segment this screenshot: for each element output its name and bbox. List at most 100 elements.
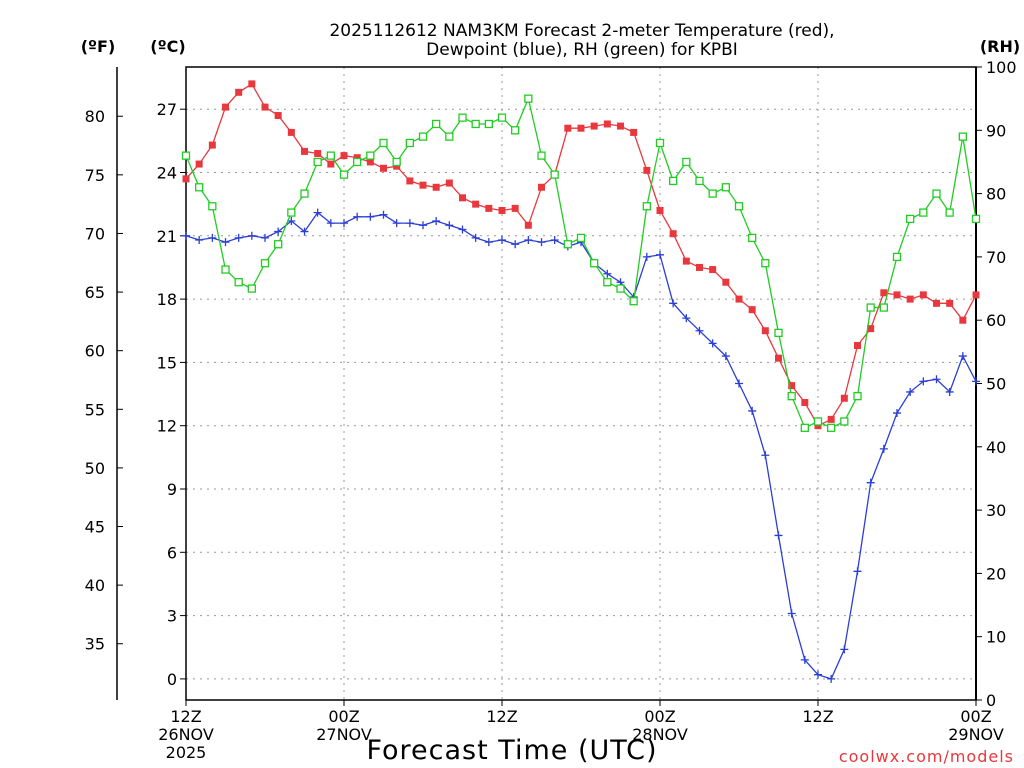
temperature-point (195, 160, 203, 168)
temperature-point (590, 122, 598, 130)
temperature-point (301, 147, 308, 155)
plot-frame (185, 66, 977, 701)
rh-point (405, 138, 414, 148)
x-axis-label: Forecast Time (UTC) (366, 735, 657, 766)
rh-point (234, 278, 243, 287)
dewpoint-point (208, 233, 217, 242)
temperature-point (854, 342, 861, 350)
rh-point (892, 252, 902, 262)
dewpoint-point (919, 377, 928, 386)
temperature-point (208, 141, 216, 149)
rh-point (511, 126, 520, 135)
time-tick-label: 2025 (166, 743, 207, 762)
rh-unit-label: (RH) (980, 37, 1020, 56)
rh-point (274, 240, 283, 249)
temperature-point (906, 295, 914, 303)
rh-point (629, 297, 638, 306)
fahrenheit-tick-label: 60 (85, 342, 105, 361)
temperature-point (788, 382, 796, 390)
dewpoint-point (774, 531, 783, 540)
temperature-point (919, 291, 927, 299)
rh-tick-label: 60 (986, 311, 1006, 330)
dewpoint-point (274, 227, 283, 236)
dewpoint-point (405, 219, 414, 228)
dewpoint-point (353, 212, 362, 221)
rh-point (669, 176, 678, 186)
rh-tick-label: 90 (986, 121, 1006, 140)
dewpoint-point (853, 567, 862, 576)
dewpoint-point (234, 233, 243, 242)
rh-point (603, 278, 612, 287)
rh-point (326, 151, 335, 160)
rh-point (682, 157, 691, 167)
dewpoint-point (787, 609, 796, 618)
rh-point (339, 170, 349, 179)
temperature-point (840, 394, 848, 402)
temperature-point (353, 154, 361, 162)
dewpoint-point (721, 352, 730, 361)
temperature-point (735, 295, 743, 303)
rh-point (787, 392, 796, 401)
temperature-point (393, 162, 401, 170)
temperature-point (959, 316, 967, 324)
rh-point (260, 259, 270, 268)
temperature-point (287, 128, 295, 136)
dewpoint-point (326, 219, 335, 228)
temperature-point (880, 289, 888, 297)
dewpoint-point (524, 236, 533, 245)
fahrenheit-unit-label: (ºF) (81, 37, 116, 56)
time-tick-label: 12Z (486, 707, 517, 726)
temperature-point (419, 181, 427, 189)
dewpoint-point (537, 238, 546, 247)
dewpoint-point (379, 210, 388, 219)
rh-point (655, 138, 665, 148)
axes: 0 3 6 9 12 15 18 21 24 27 35 40 45 50 55 60 65 70 75 80 0 10 2… (85, 58, 1017, 762)
dewpoint-point (945, 387, 954, 396)
temperature-point (814, 422, 822, 430)
temperature-point (261, 103, 269, 111)
temperature-point (630, 128, 638, 136)
fahrenheit-tick-label: 40 (85, 576, 105, 595)
dewpoint-point (800, 655, 809, 664)
temperature-point (801, 398, 809, 406)
temperature-point (603, 120, 611, 128)
rh-point (563, 240, 572, 249)
rh-point (866, 303, 875, 312)
dewpoint-line (185, 211, 977, 680)
temperature-point (709, 266, 717, 274)
time-tick-label: 12Z (170, 707, 201, 726)
dewpoint-point (182, 231, 190, 240)
temperature-point (775, 354, 782, 362)
series-layer (181, 80, 981, 683)
rh-point (458, 113, 467, 122)
temperature-point (248, 80, 256, 88)
fahrenheit-tick-label: 65 (85, 283, 105, 302)
dewpoint-point (511, 240, 520, 249)
rh-point (958, 132, 967, 141)
rh-point (524, 94, 533, 103)
rh-point (353, 157, 362, 167)
temperature-point (366, 158, 374, 166)
dewpoint-point (669, 299, 678, 308)
dewpoint-point (247, 231, 256, 240)
temperature-point (235, 88, 243, 96)
dewpoint-point (642, 252, 651, 261)
rh-point (471, 119, 480, 129)
dewpoint-point (498, 236, 506, 245)
temperature-series (182, 80, 980, 430)
rh-point (576, 233, 586, 243)
dewpoint-point (471, 233, 480, 242)
temperature-point (538, 183, 545, 191)
rh-point (208, 202, 217, 211)
rh-point (392, 157, 401, 167)
temperature-point (564, 124, 572, 132)
dewpoint-point (458, 225, 467, 234)
temperature-point (577, 124, 585, 132)
temperature-point (669, 230, 677, 238)
dewpoint-point (932, 375, 941, 384)
temperature-point (722, 278, 730, 286)
rh-point (445, 132, 454, 141)
dewpoint-point (484, 238, 493, 247)
fahrenheit-tick-label: 50 (85, 459, 105, 478)
